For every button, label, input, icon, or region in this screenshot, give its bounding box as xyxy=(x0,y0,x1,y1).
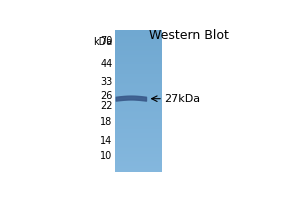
Text: kDa: kDa xyxy=(93,37,113,47)
Text: 44: 44 xyxy=(100,59,113,69)
Text: 33: 33 xyxy=(100,77,113,87)
Text: 22: 22 xyxy=(100,101,113,111)
Text: 14: 14 xyxy=(100,136,113,146)
Text: 70: 70 xyxy=(100,36,113,46)
Text: 10: 10 xyxy=(100,151,113,161)
Text: 26: 26 xyxy=(100,91,113,101)
Text: Western Blot: Western Blot xyxy=(149,29,229,42)
Text: 18: 18 xyxy=(100,117,113,127)
Text: 27kDa: 27kDa xyxy=(165,94,201,104)
